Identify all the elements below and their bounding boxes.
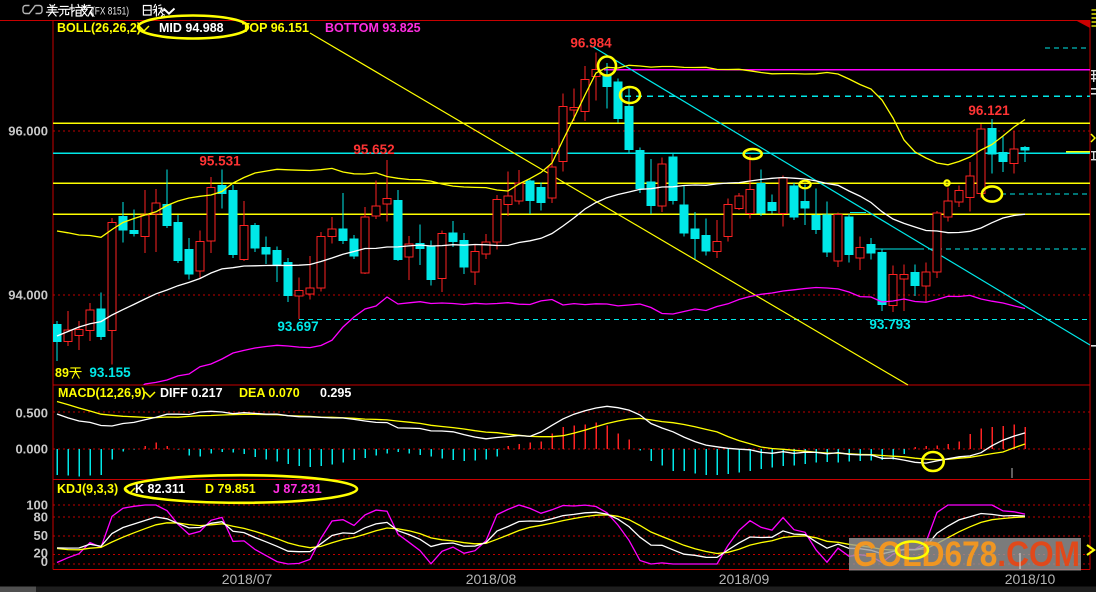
svg-text:(FX 8151): (FX 8151): [92, 6, 129, 18]
svg-text:100: 100: [26, 498, 48, 513]
svg-text:MID 94.988: MID 94.988: [159, 21, 224, 35]
svg-text:96.984: 96.984: [570, 36, 612, 51]
svg-text:50: 50: [34, 528, 48, 543]
svg-text:MACD(12,26,9): MACD(12,26,9): [58, 386, 146, 400]
svg-text:0.000: 0.000: [15, 442, 48, 457]
svg-text:95.531: 95.531: [199, 154, 241, 169]
svg-text:J 87.231: J 87.231: [273, 482, 322, 496]
svg-text:2018/08: 2018/08: [466, 571, 517, 587]
svg-text:DIFF 0.217: DIFF 0.217: [160, 386, 223, 400]
svg-text:GOLD678.COM: GOLD678.COM: [853, 535, 1080, 574]
svg-text:93.697: 93.697: [277, 319, 318, 334]
svg-text:20: 20: [34, 546, 48, 561]
svg-text:89: 89: [55, 366, 69, 380]
svg-text:96.121: 96.121: [968, 103, 1010, 118]
svg-text:96.000: 96.000: [8, 124, 48, 139]
svg-text:K 82.311: K 82.311: [135, 482, 185, 496]
svg-text:2018/10: 2018/10: [1005, 571, 1056, 587]
svg-text:TOP 96.151: TOP 96.151: [242, 21, 309, 35]
svg-text:2018/09: 2018/09: [719, 571, 770, 587]
svg-text:80: 80: [34, 510, 48, 525]
svg-text:93.155: 93.155: [89, 365, 131, 380]
svg-text:BOLL(26,26,2): BOLL(26,26,2): [57, 21, 141, 35]
svg-text:2018/07: 2018/07: [222, 571, 273, 587]
svg-text:DEA 0.070: DEA 0.070: [239, 386, 300, 400]
svg-text:0.500: 0.500: [15, 406, 48, 421]
svg-text:D 79.851: D 79.851: [205, 482, 256, 496]
svg-text:95.652: 95.652: [353, 142, 394, 157]
svg-text:0.295: 0.295: [320, 386, 351, 400]
svg-text:KDJ(9,3,3): KDJ(9,3,3): [57, 482, 118, 496]
svg-text:94.000: 94.000: [8, 288, 48, 303]
svg-text:0: 0: [41, 554, 48, 569]
svg-text:93.793: 93.793: [869, 317, 911, 332]
svg-text:BOTTOM 93.825: BOTTOM 93.825: [325, 21, 421, 35]
